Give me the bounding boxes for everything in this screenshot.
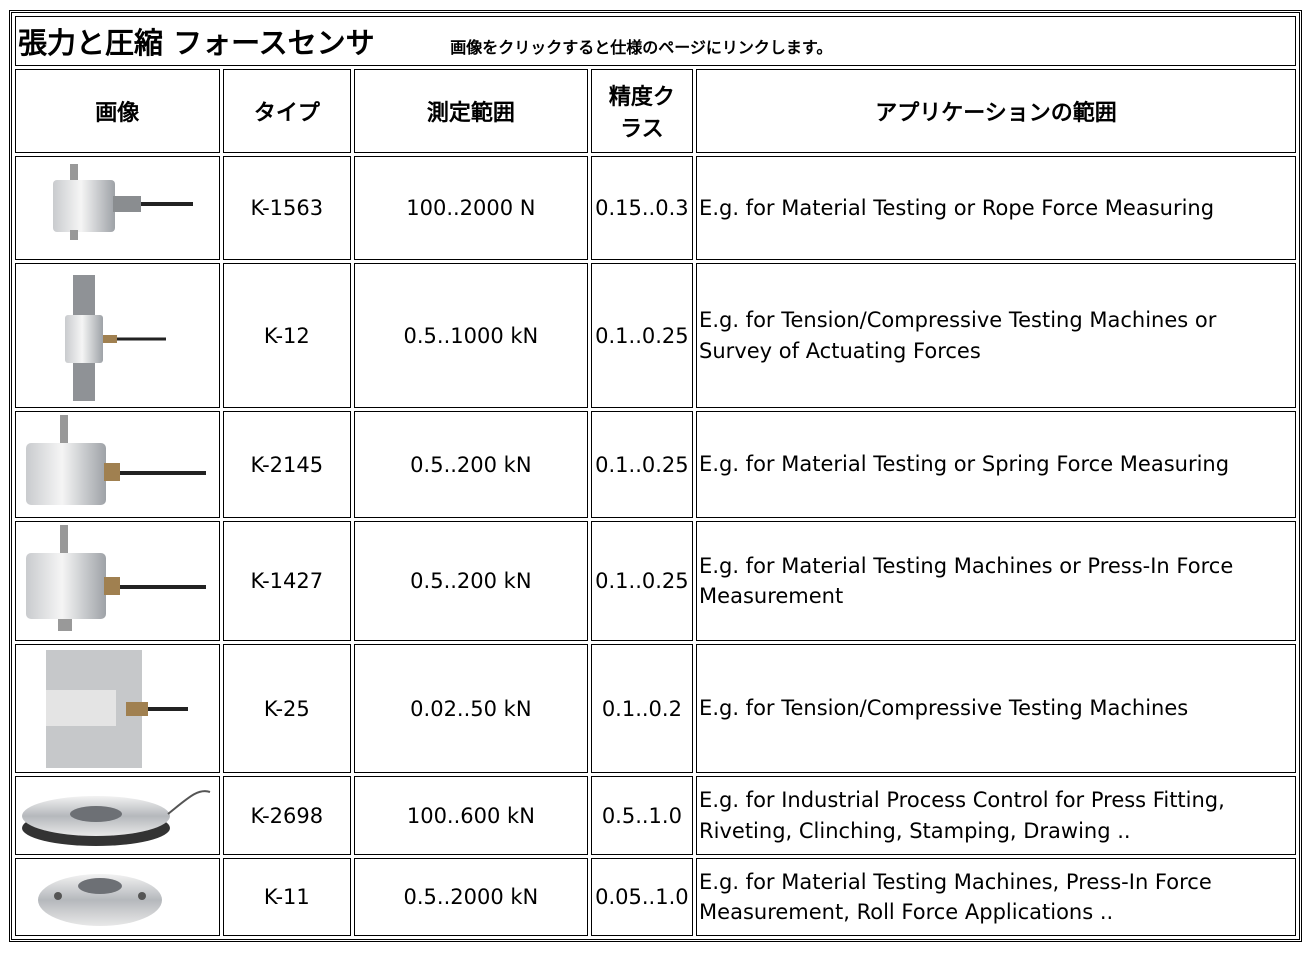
image-shape xyxy=(103,334,117,343)
value-cell: 0.02..50 kN xyxy=(354,644,588,773)
value-cell: 0.1..0.2 xyxy=(590,644,694,773)
value-cell: K-2698 xyxy=(222,776,352,855)
product-image-link[interactable] xyxy=(18,860,218,934)
image-shape xyxy=(38,874,162,926)
image-cell xyxy=(15,411,220,518)
product-image-link[interactable] xyxy=(18,523,218,639)
value-cell: 0.5..200 kN xyxy=(354,521,588,641)
image-cell xyxy=(15,644,220,773)
image-cell xyxy=(15,776,220,855)
image-shape xyxy=(70,806,122,822)
sensor-table: 張力と圧縮 フォースセンサ 画像をクリックすると仕様のページにリンクします。 画… xyxy=(9,10,1302,942)
table-row: K-12 0.5..1000 kN 0.1..0.25 E.g. for Tensio… xyxy=(15,263,1296,408)
product-image-link[interactable] xyxy=(18,778,218,853)
product-image-link[interactable] xyxy=(18,271,218,401)
table-row: K-25 0.02..50 kN 0.1..0.2 E.g. for Tension/… xyxy=(15,644,1296,773)
value-cell: 100..600 kN xyxy=(354,776,588,855)
image-cell xyxy=(15,263,220,408)
image-shape xyxy=(53,180,115,232)
page-title: 張力と圧縮 フォースセンサ xyxy=(18,26,375,60)
application-cell: E.g. for Material Testing Machines or Pr… xyxy=(696,521,1296,641)
value-cell: 0.05..1.0 xyxy=(590,858,694,936)
image-shape xyxy=(78,878,122,894)
image-shape xyxy=(26,553,106,619)
application-cell: E.g. for Tension/Compressive Testing Mac… xyxy=(696,644,1296,773)
value-cell: 0.15..0.3 xyxy=(590,156,694,260)
title-cell: 張力と圧縮 フォースセンサ 画像をクリックすると仕様のページにリンクします。 xyxy=(15,16,1296,66)
value-cell: 0.5..1000 kN xyxy=(354,263,588,408)
value-cell: K-1427 xyxy=(222,521,352,641)
value-cell: 0.5..200 kN xyxy=(354,411,588,518)
product-image-link[interactable] xyxy=(18,646,218,771)
table-row: K-1427 0.5..200 kN 0.1..0.25 E.g. for Mater… xyxy=(15,521,1296,641)
image-cell xyxy=(15,156,220,260)
application-cell: E.g. for Material Testing Machines, Pres… xyxy=(696,858,1296,936)
image-shape xyxy=(60,525,68,555)
image-cell xyxy=(15,858,220,936)
column-header: アプリケーションの範囲 xyxy=(696,69,1296,153)
image-shape xyxy=(126,702,148,716)
value-cell: 0.1..0.25 xyxy=(590,411,694,518)
column-header: 精度クラス xyxy=(590,69,694,153)
value-cell: 0.5..1.0 xyxy=(590,776,694,855)
image-shape xyxy=(58,619,72,631)
value-cell: 0.1..0.25 xyxy=(590,263,694,408)
column-header: タイプ xyxy=(222,69,352,153)
image-shape xyxy=(70,230,78,240)
value-cell: K-2145 xyxy=(222,411,352,518)
image-shape xyxy=(60,415,68,445)
image-shape xyxy=(46,690,116,726)
table-row: K-2698 100..600 kN 0.5..1.0 E.g. for Indust… xyxy=(15,776,1296,855)
table-row: K-11 0.5..2000 kN 0.05..1.0 E.g. for Materi… xyxy=(15,858,1296,936)
image-shape xyxy=(104,577,120,595)
column-header: 画像 xyxy=(15,69,220,153)
image-shape xyxy=(73,362,95,401)
product-image-link[interactable] xyxy=(18,413,218,516)
image-shape xyxy=(70,164,78,184)
image-shape xyxy=(65,314,103,363)
value-cell: K-11 xyxy=(222,858,352,936)
image-shape xyxy=(54,892,62,900)
image-cell xyxy=(15,521,220,641)
value-cell: 100..2000 N xyxy=(354,156,588,260)
image-shape xyxy=(26,443,106,505)
application-cell: E.g. for Material Testing or Rope Force … xyxy=(696,156,1296,260)
application-cell: E.g. for Material Testing or Spring Forc… xyxy=(696,411,1296,518)
value-cell: 0.1..0.25 xyxy=(590,521,694,641)
table-row: K-1563 100..2000 N 0.15..0.3 E.g. for Mater… xyxy=(15,156,1296,260)
title-note: 画像をクリックすると仕様のページにリンクします。 xyxy=(450,38,833,57)
value-cell: K-1563 xyxy=(222,156,352,260)
value-cell: K-12 xyxy=(222,263,352,408)
value-cell: 0.5..2000 kN xyxy=(354,858,588,936)
image-shape xyxy=(167,790,211,815)
image-shape xyxy=(73,274,95,315)
application-cell: E.g. for Industrial Process Control for … xyxy=(696,776,1296,855)
application-cell: E.g. for Tension/Compressive Testing Mac… xyxy=(696,263,1296,408)
image-shape xyxy=(113,196,141,212)
image-shape xyxy=(104,463,120,481)
table-row: K-2145 0.5..200 kN 0.1..0.25 E.g. for Mater… xyxy=(15,411,1296,518)
value-cell: K-25 xyxy=(222,644,352,773)
product-image-link[interactable] xyxy=(18,158,218,258)
image-shape xyxy=(138,892,146,900)
column-header: 測定範囲 xyxy=(354,69,588,153)
